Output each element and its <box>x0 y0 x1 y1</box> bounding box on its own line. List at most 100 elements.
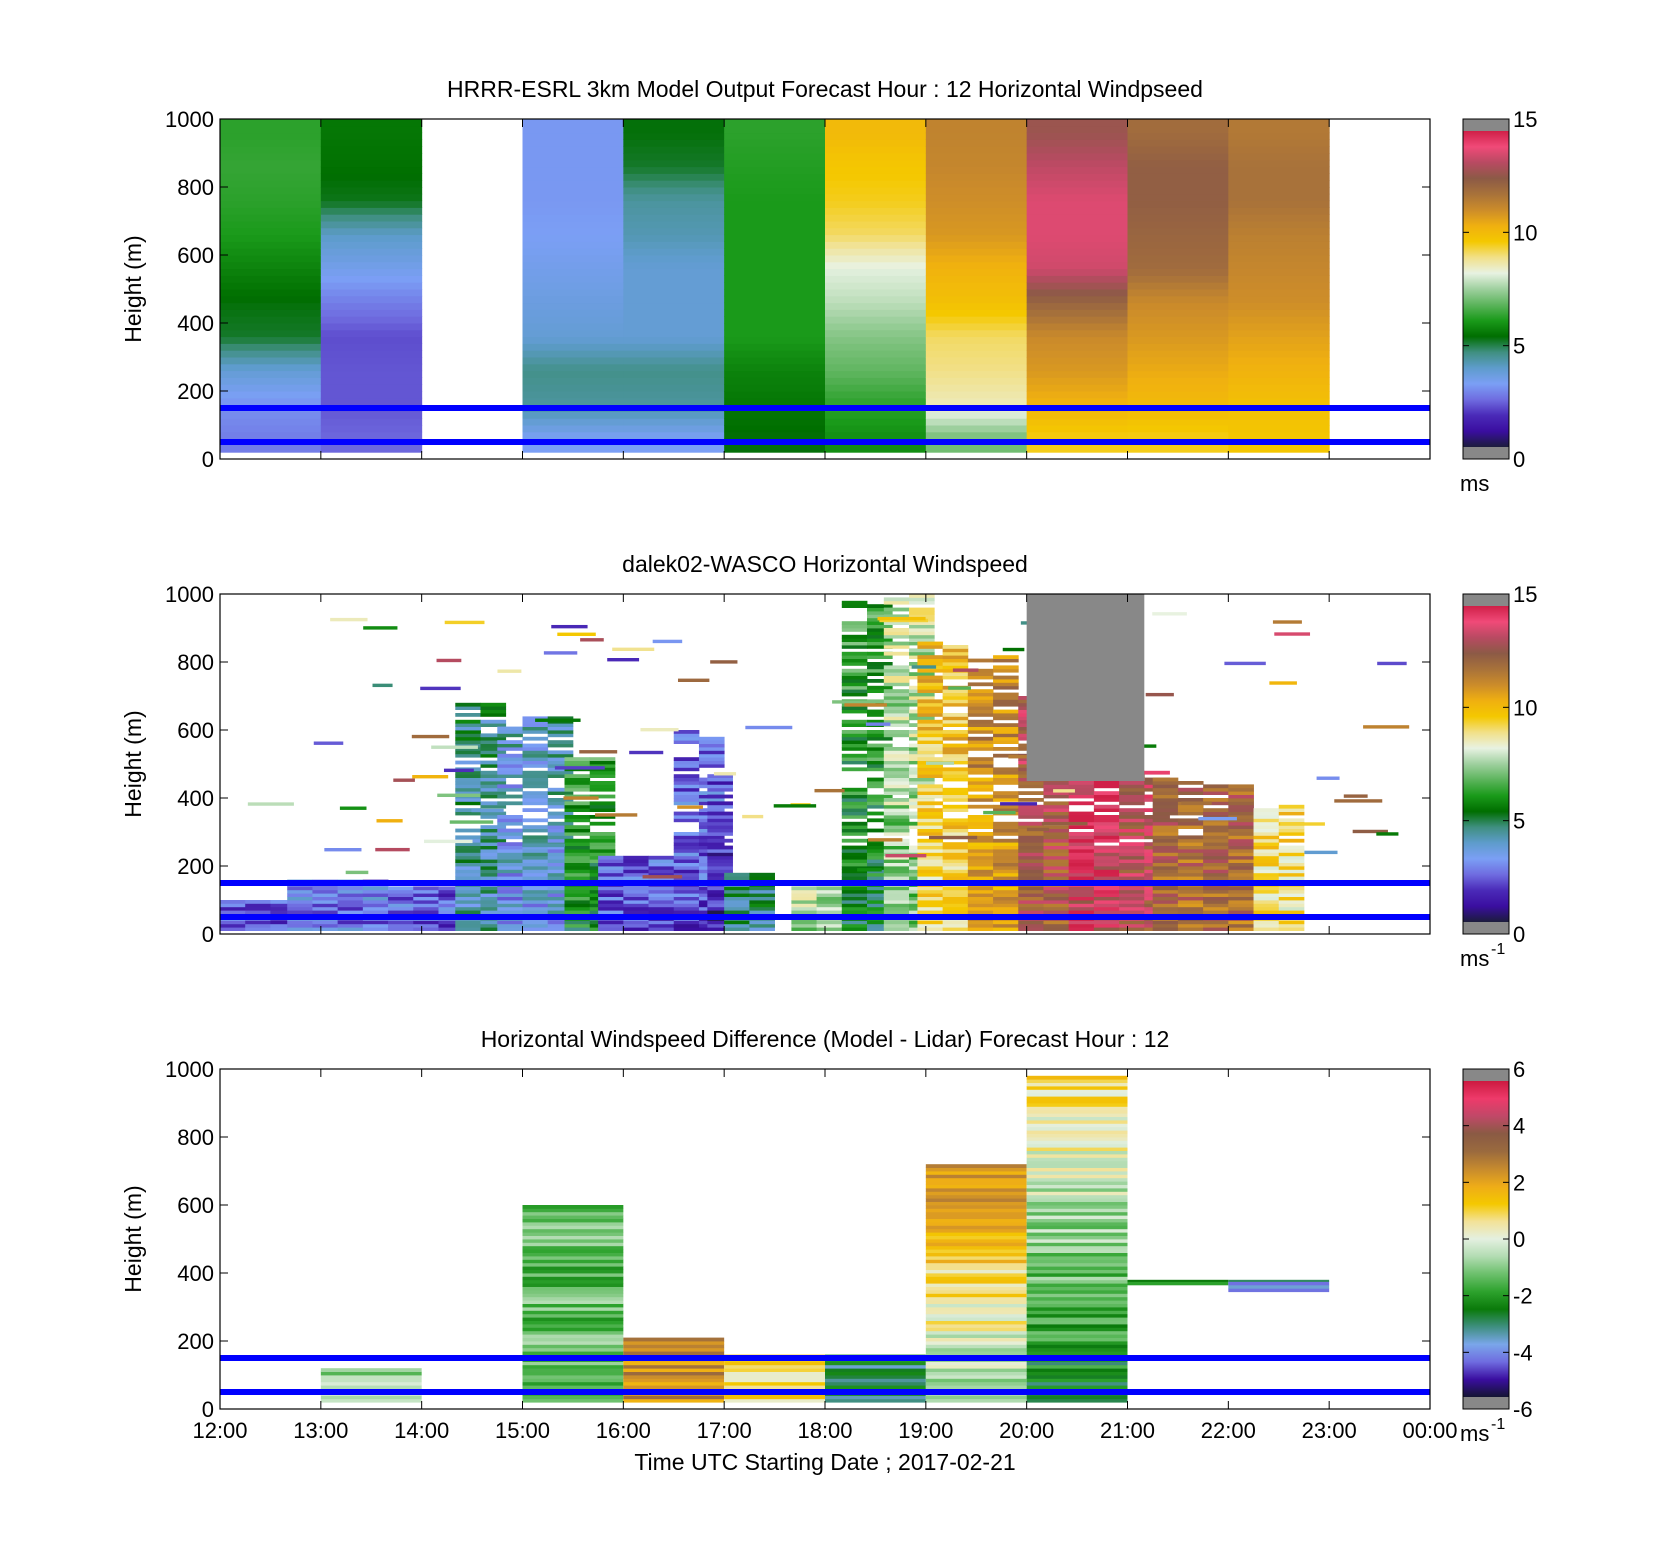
difference-cell <box>623 1344 725 1349</box>
difference-cell <box>925 1205 1027 1209</box>
lidar-cell <box>993 770 1019 775</box>
lidar-cell <box>841 689 868 693</box>
lidar-cell <box>623 886 649 891</box>
lidar-cell <box>724 903 750 908</box>
lidar-cell <box>883 900 910 904</box>
lidar-cell <box>1093 832 1120 836</box>
lidar-cell <box>1093 804 1120 809</box>
model-cell <box>1026 418 1128 426</box>
model-cell <box>522 248 624 256</box>
model-cell <box>825 119 927 127</box>
lidar-cell <box>480 900 507 904</box>
model-cell <box>1228 418 1330 426</box>
difference-cell <box>1026 1307 1128 1311</box>
colorbar-tick-label: 4 <box>1513 1114 1525 1139</box>
lidar-cell <box>455 927 481 931</box>
lidar-cell <box>480 825 507 829</box>
lidar-cell <box>791 886 817 891</box>
difference-cell <box>522 1313 624 1318</box>
lidar-cell <box>497 886 523 891</box>
lidar-cell <box>522 893 549 897</box>
difference-cell <box>1026 1157 1128 1162</box>
lidar-cell <box>1119 866 1145 870</box>
lidar-cell <box>883 927 910 931</box>
difference-cell <box>825 1378 926 1383</box>
difference-cell <box>925 1256 1027 1260</box>
model-cell <box>1026 397 1128 406</box>
lidar-cell <box>1053 789 1075 793</box>
lidar-cell <box>413 886 439 891</box>
lidar-cell <box>917 842 944 846</box>
model-cell <box>1127 187 1229 195</box>
model-cell <box>623 214 725 222</box>
lidar-cell <box>967 832 994 836</box>
lidar-cell <box>1043 923 1070 928</box>
model-cell <box>1228 200 1330 208</box>
difference-cell <box>623 1385 725 1389</box>
lidar-cell <box>993 889 1019 894</box>
lidar-cell <box>312 893 339 897</box>
lidar-cell <box>413 893 439 897</box>
lidar-cell <box>1043 842 1070 846</box>
model-cell <box>925 173 1028 181</box>
lidar-cell <box>1278 838 1305 843</box>
lidar-cell <box>564 893 591 897</box>
model-cell <box>220 377 322 385</box>
difference-cell <box>623 1351 725 1355</box>
lidar-cell <box>522 855 549 860</box>
difference-cell <box>522 1215 624 1219</box>
lidar-cell <box>1119 781 1145 785</box>
difference-cell <box>825 1398 926 1403</box>
lidar-cell <box>967 764 994 768</box>
lidar-cell <box>455 872 481 877</box>
lidar-cell <box>1203 869 1229 874</box>
model-cell <box>1026 411 1128 419</box>
lidar-cell <box>673 815 700 819</box>
lidar-cell <box>1093 927 1120 931</box>
lidar-cell <box>1181 801 1212 805</box>
lidar-cell <box>1177 818 1204 823</box>
lidar-cell <box>673 774 700 778</box>
model-cell <box>724 289 826 297</box>
lidar-cell <box>1068 859 1095 863</box>
lidar-cell <box>438 903 465 908</box>
lidar-cell <box>749 906 775 911</box>
lidar-cell <box>967 777 994 782</box>
lidar-cell <box>867 798 893 802</box>
lidar-cell <box>724 910 750 914</box>
lidar-cell <box>547 726 574 731</box>
lidar-cell <box>1152 855 1179 860</box>
lidar-cell <box>1068 818 1095 823</box>
lidar-cell <box>1043 808 1070 812</box>
lidar-cell <box>1228 903 1254 908</box>
difference-cell <box>925 1269 1027 1274</box>
model-cell <box>522 295 624 304</box>
lidar-windspeed-panel: dalek02-WASCO Horizontal Windspeed Heigh… <box>120 551 1537 971</box>
model-cell <box>724 411 826 419</box>
difference-cell <box>1026 1222 1128 1226</box>
lidar-cell <box>455 889 481 894</box>
difference-cell <box>320 1398 422 1403</box>
lidar-cell <box>388 927 414 931</box>
lidar-cell <box>749 876 775 880</box>
lidar-cell <box>648 903 675 908</box>
colorbar-unit-superscript: -1 <box>1491 1416 1505 1433</box>
lidar-cell <box>547 866 574 870</box>
lidar-cell <box>480 709 507 714</box>
difference-cell <box>522 1375 624 1379</box>
lidar-cell <box>522 920 549 925</box>
lidar-cell <box>522 808 549 812</box>
lidar-cell <box>967 852 994 857</box>
lidar-cell <box>413 910 439 914</box>
lidar-cell <box>455 811 481 816</box>
lidar-cell <box>867 641 893 646</box>
lidar-cell <box>497 757 523 761</box>
lidar-cell <box>455 719 481 724</box>
y-tick-label: 1000 <box>165 582 214 607</box>
lidar-cell <box>942 702 969 707</box>
lidar-cell <box>1278 869 1305 874</box>
difference-cell <box>1026 1276 1128 1281</box>
lidar-cell <box>993 862 1019 867</box>
lidar-cell <box>1203 842 1229 846</box>
colorbar-unit-label: ms <box>1460 946 1489 971</box>
